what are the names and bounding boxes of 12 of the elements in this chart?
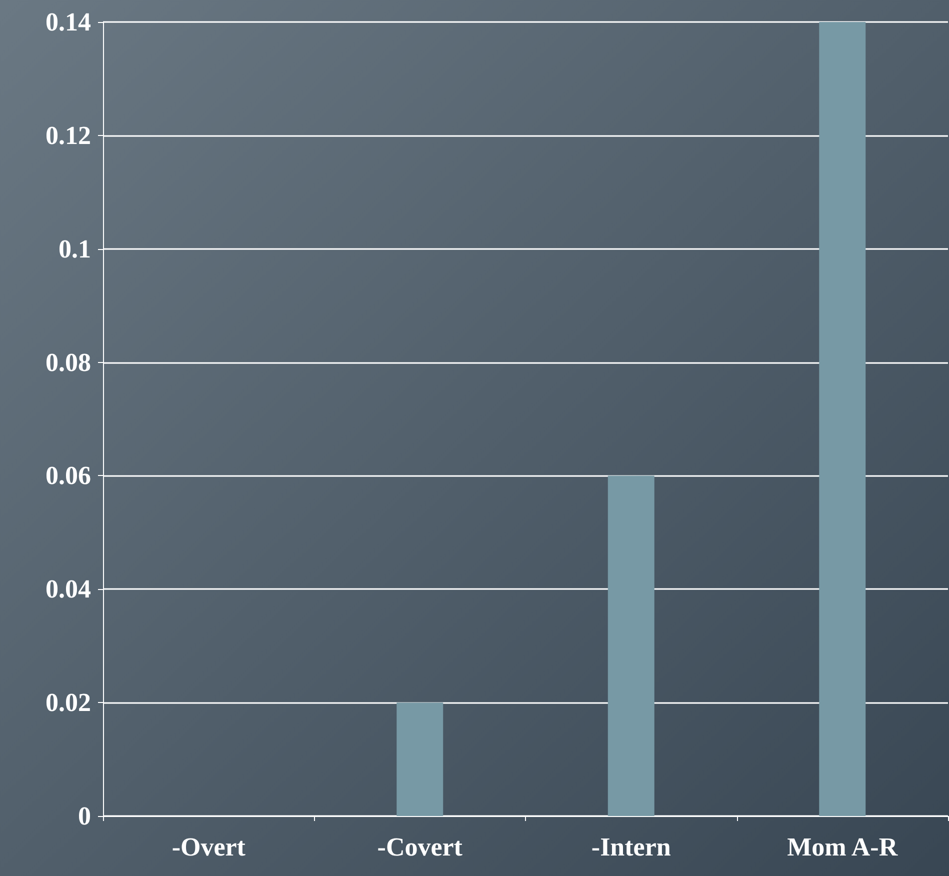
y-tick-label: 0.04 bbox=[46, 574, 91, 604]
y-tick-label: 0.1 bbox=[58, 234, 91, 264]
y-tick-label: 0.08 bbox=[46, 348, 91, 377]
y-tick-label: 0 bbox=[78, 802, 91, 830]
y-tick-label: 0.12 bbox=[46, 120, 91, 150]
y-tick-label: 0.14 bbox=[46, 8, 91, 36]
x-tick-label: -Intern bbox=[591, 832, 672, 862]
y-tick-label: 0.02 bbox=[46, 688, 91, 718]
x-tick-label: -Covert bbox=[377, 832, 463, 862]
y-tick-label: 0.06 bbox=[46, 461, 91, 490]
x-tick-label: -Overt bbox=[172, 832, 246, 862]
x-tick-label: Mom A-R bbox=[787, 832, 898, 862]
